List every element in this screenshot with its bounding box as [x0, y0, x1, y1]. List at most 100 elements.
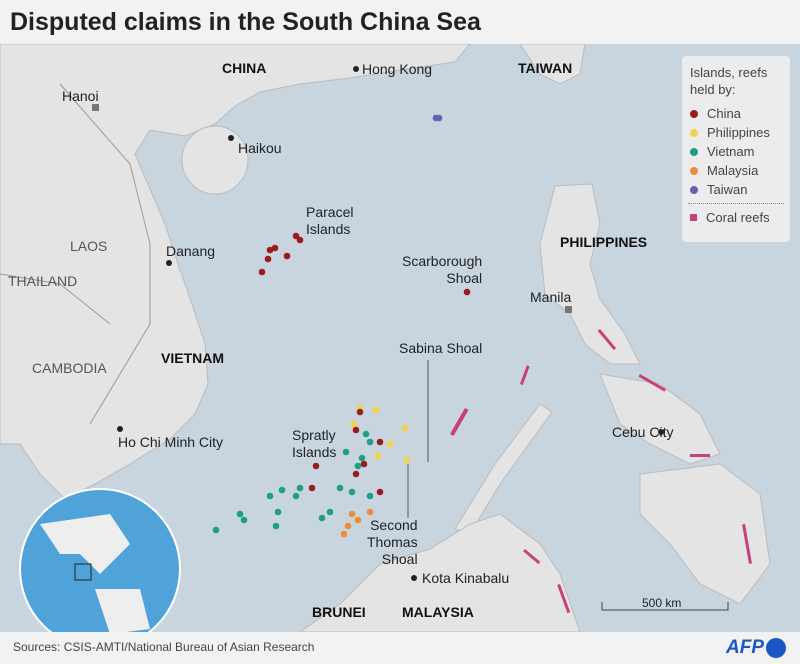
scale-label: 500 km — [642, 596, 682, 610]
reef-marker-china — [356, 408, 364, 416]
reef-marker-china — [463, 288, 471, 296]
legend-item-malaysia: Malaysia — [682, 161, 790, 180]
reef-marker-philippines — [386, 440, 394, 448]
reef-marker-taiwan — [435, 114, 443, 122]
scale-bar — [601, 602, 729, 611]
legend-label: Philippines — [707, 125, 770, 140]
reef-marker-philippines — [374, 452, 382, 460]
luzon — [539, 183, 641, 365]
city-kota-kinabalu: Kota Kinabalu — [422, 570, 510, 586]
reef-marker-vietnam — [348, 488, 356, 496]
label-cambodia: CAMBODIA — [32, 360, 107, 376]
map-legend: Islands, reefs held by: China Philippines… — [682, 56, 790, 242]
reef-marker-vietnam — [292, 492, 300, 500]
reef-marker-vietnam — [362, 430, 370, 438]
label-second-thomas: Second Thomas Shoal — [367, 517, 418, 567]
reef-marker-vietnam — [240, 516, 248, 524]
legend-label: Malaysia — [707, 163, 759, 178]
coral-reef — [597, 329, 617, 351]
vietnam-border — [0, 83, 151, 425]
coral-reef — [638, 374, 666, 392]
legend-label: Vietnam — [707, 144, 755, 159]
city-hanoi: Hanoi — [62, 88, 99, 104]
legend-dot-icon — [690, 166, 698, 175]
legend-dot-icon — [690, 128, 698, 137]
reef-marker-malaysia — [366, 508, 374, 516]
coral-reef — [690, 454, 710, 457]
city-haikou: Haikou — [238, 140, 282, 156]
reef-marker-philippines — [372, 406, 380, 414]
label-china: CHINA — [222, 60, 267, 76]
map-canvas — [0, 44, 771, 632]
reef-marker-vietnam — [326, 508, 334, 516]
leader-lines — [407, 360, 429, 518]
afp-logo-text: AFP — [726, 637, 764, 658]
reef-marker-vietnam — [278, 486, 286, 494]
afp-logo-circle-icon — [766, 638, 786, 658]
reef-marker-vietnam — [318, 514, 326, 522]
reef-marker-vietnam — [212, 526, 220, 534]
reef-marker-malaysia — [344, 522, 352, 530]
footer: Sources: CSIS-AMTI/National Bureau of As… — [0, 632, 800, 664]
legend-coral: Coral reefs — [682, 208, 790, 227]
taiwan — [519, 44, 586, 85]
legend-label: Coral reefs — [706, 210, 770, 225]
reef-marker-vietnam — [296, 484, 304, 492]
coral-reef — [742, 524, 752, 564]
coral-reef — [523, 549, 541, 565]
reef-marker-philippines — [401, 424, 409, 432]
map-title: Disputed claims in the South China Sea — [0, 0, 800, 44]
coral-reef — [519, 365, 530, 386]
palawan — [454, 403, 553, 535]
mindanao — [639, 463, 771, 605]
reef-marker-china — [376, 438, 384, 446]
legend-item-china: China — [682, 104, 790, 123]
label-spratly: Spratly Islands — [292, 427, 337, 460]
reef-marker-china — [296, 236, 304, 244]
label-thailand: THAILAND — [8, 273, 78, 289]
reef-marker-philippines — [350, 420, 358, 428]
label-malaysia: MALAYSIA — [402, 604, 474, 620]
reef-marker-vietnam — [274, 508, 282, 516]
reef-marker-china — [312, 462, 320, 470]
reef-marker-malaysia — [340, 530, 348, 538]
city-ho-chi-minh: Ho Chi Minh City — [118, 434, 224, 450]
visayas — [599, 373, 721, 465]
legend-dot-icon — [690, 185, 698, 194]
mainland-asia — [0, 44, 471, 500]
reef-marker-vietnam — [272, 522, 280, 530]
city-manila: Manila — [530, 289, 572, 305]
globe — [19, 488, 181, 632]
legend-item-philippines: Philippines — [682, 123, 790, 142]
coral-reef — [449, 408, 469, 436]
reef-marker-china — [271, 244, 279, 252]
reef-marker-china — [264, 255, 272, 263]
reef-marker-china — [352, 426, 360, 434]
reef-marker-china — [352, 470, 360, 478]
legend-heading: Islands, reefs held by: — [690, 65, 768, 97]
reef-marker-vietnam — [366, 492, 374, 500]
city-danang: Danang — [166, 243, 216, 259]
coral-reef — [557, 584, 571, 614]
reef-marker-china — [308, 484, 316, 492]
label-philippines: PHILIPPINES — [560, 234, 648, 250]
coral-swatch-icon — [690, 214, 697, 221]
legend-label: China — [707, 106, 741, 121]
label-brunei: BRUNEI — [312, 604, 366, 620]
reef-marker-philippines — [403, 456, 411, 464]
reef-marker-vietnam — [336, 484, 344, 492]
label-sabina: Sabina Shoal — [399, 340, 483, 356]
reef-marker-china — [266, 246, 274, 254]
legend-dot-icon — [690, 147, 698, 156]
label-scarborough: Scarborough Shoal — [402, 253, 483, 286]
reef-marker-vietnam — [366, 438, 374, 446]
reef-marker-china — [292, 232, 300, 240]
hainan — [181, 125, 249, 195]
reef-marker-vietnam — [342, 448, 350, 456]
reef-marker-china — [283, 252, 291, 260]
afp-logo: AFP — [726, 637, 786, 659]
sources-text: Sources: CSIS-AMTI/National Bureau of As… — [13, 640, 315, 654]
label-laos: LAOS — [70, 238, 108, 254]
reef-marker-vietnam — [358, 454, 366, 462]
legend-item-vietnam: Vietnam — [682, 142, 790, 161]
